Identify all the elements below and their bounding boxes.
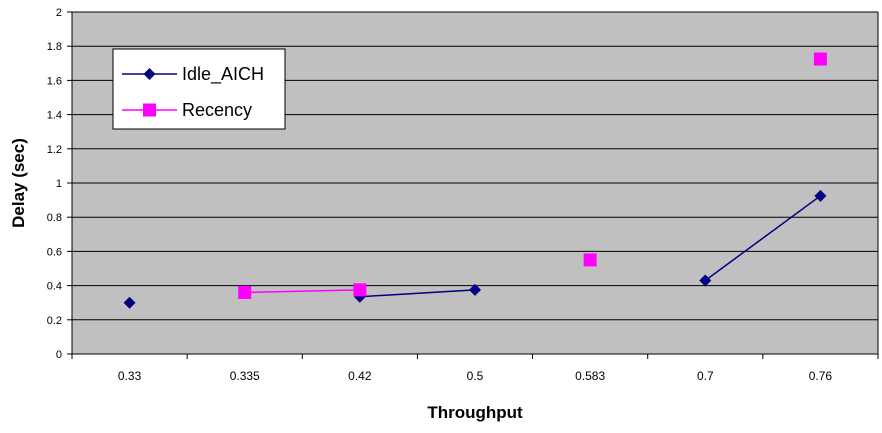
x-tick-label: 0.7 <box>697 369 714 383</box>
x-tick-label: 0.33 <box>118 369 142 383</box>
data-point <box>699 274 712 287</box>
axes <box>71 12 879 359</box>
series-line-segment <box>704 195 821 282</box>
y-tick-label: 0.2 <box>47 315 62 327</box>
x-tick-label: 0.76 <box>809 369 833 383</box>
y-tick-label: 1 <box>56 178 62 190</box>
legend-label: Recency <box>182 100 252 120</box>
y-tick-label: 0.8 <box>47 212 62 224</box>
x-tick-labels: 0.33 0.335 0.42 0.5 0.583 0.7 0.76 <box>118 369 833 383</box>
data-point <box>123 296 136 309</box>
legend: Idle_AICH Recency <box>112 48 286 130</box>
series-layer <box>123 52 827 309</box>
y-tick-label: 1.8 <box>47 41 62 53</box>
data-point <box>469 283 481 296</box>
data-point <box>583 253 597 267</box>
y-tick-labels: 0 0.2 0.4 0.6 0.8 1 1.2 1.4 1.6 1.8 2 <box>47 7 62 361</box>
data-point <box>814 189 827 202</box>
x-axis-title: Throughput <box>427 403 523 422</box>
y-axis-title: Delay (sec) <box>9 138 28 228</box>
y-tick-label: 1.2 <box>47 144 62 156</box>
gridlines <box>67 11 878 355</box>
x-tick-label: 0.335 <box>230 369 260 383</box>
data-point <box>238 285 252 299</box>
data-point <box>813 52 827 66</box>
series-idle-aich <box>123 189 827 309</box>
y-tick-label: 1.4 <box>47 110 62 122</box>
legend-marker <box>143 103 156 117</box>
legend-label: Idle_AICH <box>182 64 264 85</box>
legend-marker <box>143 68 156 80</box>
data-point <box>353 283 367 297</box>
y-tick-label: 0 <box>56 349 62 361</box>
x-tick-label: 0.42 <box>348 369 372 383</box>
y-tick-label: 2 <box>56 7 62 19</box>
legend-box <box>112 48 286 130</box>
y-tick-label: 1.6 <box>47 75 62 87</box>
series-recency <box>238 52 827 299</box>
y-tick-label: 0.6 <box>47 246 62 258</box>
series-line-segment <box>359 289 476 298</box>
x-tick-label: 0.5 <box>467 369 484 383</box>
series-line-segment <box>244 289 360 294</box>
y-tick-label: 0.4 <box>47 281 62 293</box>
x-tick-label: 0.583 <box>575 369 605 383</box>
